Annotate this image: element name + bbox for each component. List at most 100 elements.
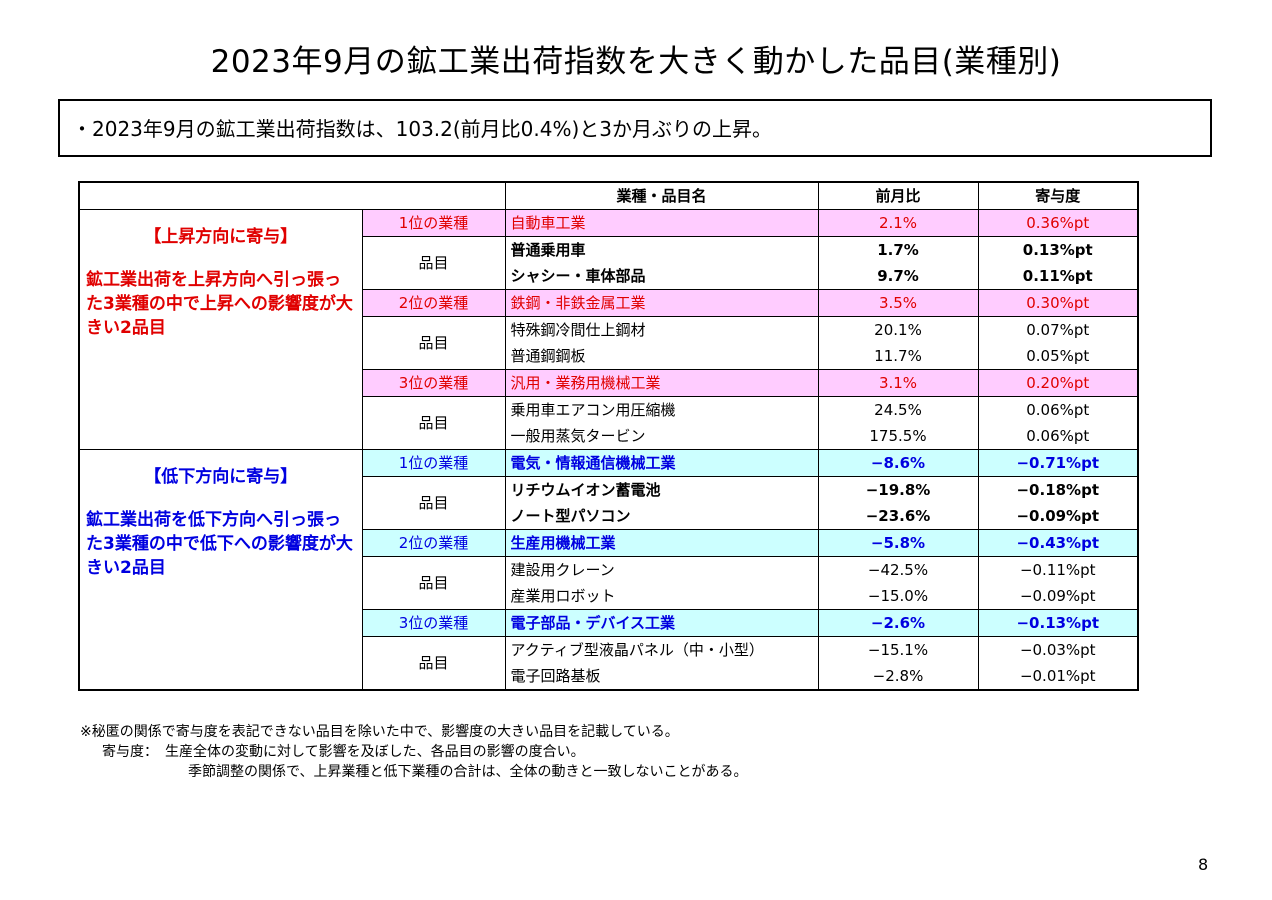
down-direction-text: 鉱工業出荷を低下方向へ引っ張った3業種の中で低下への影響度が大きい2品目 [86,510,353,578]
item-contrib: −0.01%pt [977,663,1139,691]
item-mom: 11.7% [817,343,979,370]
item-contrib: 0.06%pt [977,396,1139,423]
item-row: 品目 特殊鋼冷間仕上鋼材 20.1% 0.07%pt [79,316,1139,370]
item-label: 品目 [361,236,506,290]
item-contrib: −0.03%pt [977,636,1139,663]
item-contrib: 0.11%pt [977,263,1139,290]
industry-rank-label: 1位の業種 [361,449,506,477]
item-row: 産業用ロボット −15.0% −0.09%pt [79,583,1139,610]
item-contrib: −0.09%pt [977,583,1139,610]
industry-rank-row: 【低下方向に寄与】鉱工業出荷を低下方向へ引っ張った3業種の中で低下への影響度が大… [78,449,1139,691]
item-contrib: −0.09%pt [977,503,1139,530]
item-row: 品目 リチウムイオン蓄電池 −19.8% −0.18%pt [79,476,1139,530]
item-row: 品目 普通乗用車 1.7% 0.13%pt [79,236,1139,290]
item-row: 普通鋼鋼板 11.7% 0.05%pt [79,343,1139,370]
industry-rank-label: 1位の業種 [361,209,506,237]
item-name: ノート型パソコン [504,503,819,530]
item-name: リチウムイオン蓄電池 [504,476,819,503]
industry-name: 汎用・業務用機械工業 [504,369,819,397]
item-name: 電子回路基板 [504,663,819,691]
item-contrib: 0.06%pt [977,423,1139,450]
industry-name: 生産用機械工業 [504,529,819,557]
item-name: 特殊鋼冷間仕上鋼材 [504,316,819,343]
item-mom: −42.5% [817,556,979,583]
industry-name: 電気・情報通信機械工業 [504,449,819,477]
industry-name: 自動車工業 [504,209,819,237]
item-mom: −15.0% [817,583,979,610]
header-blank [78,181,506,210]
industry-contrib: 0.20%pt [977,369,1139,397]
industry-mom: −5.8% [817,529,979,557]
item-label: 品目 [361,316,506,370]
item-contrib: 0.13%pt [977,236,1139,263]
note-1: ※秘匿の関係で寄与度を表記できない品目を除いた中で、影響度の大きい品目を記載して… [80,724,679,740]
header-name: 業種・品目名 [504,181,819,210]
industry-rank-label: 2位の業種 [361,529,506,557]
table-header-row: 業種・品目名 前月比 寄与度 [78,181,1139,210]
industry-contrib: 0.36%pt [977,209,1139,237]
item-mom: −15.1% [817,636,979,663]
item-name: シャシー・車体部品 [504,263,819,290]
item-mom: 175.5% [817,423,979,450]
industry-name: 電子部品・デバイス工業 [504,609,819,637]
note-3: 季節調整の関係で、上昇業種と低下業種の合計は、全体の動きと一致しないことがある。 [188,764,748,780]
header-contrib: 寄与度 [977,181,1139,210]
item-mom: −2.8% [817,663,979,691]
footnotes: ※秘匿の関係で寄与度を表記できない品目を除いた中で、影響度の大きい品目を記載して… [80,722,747,782]
industry-contrib: −0.13%pt [977,609,1139,637]
down-direction-title: 【低下方向に寄与】 [144,467,298,487]
industry-rank-label: 2位の業種 [361,289,506,317]
item-name: 乗用車エアコン用圧縮機 [504,396,819,423]
up-direction-title: 【上昇方向に寄与】 [144,227,298,247]
item-mom: −23.6% [817,503,979,530]
item-name: 産業用ロボット [504,583,819,610]
up-direction-text: 鉱工業出荷を上昇方向へ引っ張った3業種の中で上昇への影響度が大きい2品目 [86,270,353,338]
item-contrib: 0.07%pt [977,316,1139,343]
contribution-table: 業種・品目名 前月比 寄与度 【上昇方向に寄与】鉱工業出荷を上昇方向へ引っ張った… [78,181,1139,691]
industry-contrib: 0.30%pt [977,289,1139,317]
industry-rank-row: 3位の業種 汎用・業務用機械工業 3.1% 0.20%pt [79,369,1139,397]
item-name: 普通乗用車 [504,236,819,263]
item-mom: 24.5% [817,396,979,423]
item-row: 品目 乗用車エアコン用圧縮機 24.5% 0.06%pt [79,396,1139,450]
page-number: 8 [1198,855,1209,874]
industry-rank-row: 2位の業種 鉄鋼・非鉄金属工業 3.5% 0.30%pt [79,289,1139,317]
industry-mom: −2.6% [817,609,979,637]
industry-contrib: −0.43%pt [977,529,1139,557]
item-mom: 9.7% [817,263,979,290]
industry-name: 鉄鋼・非鉄金属工業 [504,289,819,317]
industry-mom: −8.6% [817,449,979,477]
item-name: アクティブ型液晶パネル（中・小型） [504,636,819,663]
item-mom: −19.8% [817,476,979,503]
note-2: 寄与度： 生産全体の変動に対して影響を及ぼした、各品目の影響の度合い。 [102,744,585,760]
industry-rank-row: 【上昇方向に寄与】鉱工業出荷を上昇方向へ引っ張った3業種の中で上昇への影響度が大… [78,209,1139,450]
item-label: 品目 [361,636,506,691]
summary-box: ・2023年9月の鉱工業出荷指数は、103.2(前月比0.4%)と3か月ぶりの上… [58,99,1212,157]
item-label: 品目 [361,396,506,450]
item-name: 建設用クレーン [504,556,819,583]
item-row: 品目 建設用クレーン −42.5% −0.11%pt [79,556,1139,610]
item-label: 品目 [361,556,506,610]
industry-rank-label: 3位の業種 [361,609,506,637]
item-contrib: −0.11%pt [977,556,1139,583]
industry-mom: 3.1% [817,369,979,397]
header-mom: 前月比 [817,181,979,210]
industry-rank-row: 2位の業種 生産用機械工業 −5.8% −0.43%pt [79,529,1139,557]
down-direction-cell: 【低下方向に寄与】鉱工業出荷を低下方向へ引っ張った3業種の中で低下への影響度が大… [78,449,363,691]
industry-rank-row: 3位の業種 電子部品・デバイス工業 −2.6% −0.13%pt [79,609,1139,637]
industry-mom: 2.1% [817,209,979,237]
item-contrib: 0.05%pt [977,343,1139,370]
item-row: 電子回路基板 −2.8% −0.01%pt [79,663,1139,691]
item-row: 品目 アクティブ型液晶パネル（中・小型） −15.1% −0.03%pt [79,636,1139,691]
industry-rank-label: 3位の業種 [361,369,506,397]
item-name: 普通鋼鋼板 [504,343,819,370]
item-mom: 20.1% [817,316,979,343]
industry-mom: 3.5% [817,289,979,317]
item-mom: 1.7% [817,236,979,263]
item-contrib: −0.18%pt [977,476,1139,503]
page-title: 2023年9月の鉱工業出荷指数を大きく動かした品目(業種別) [210,44,1062,80]
industry-contrib: −0.71%pt [977,449,1139,477]
item-label: 品目 [361,476,506,530]
item-row: シャシー・車体部品 9.7% 0.11%pt [79,263,1139,290]
item-name: 一般用蒸気タービン [504,423,819,450]
